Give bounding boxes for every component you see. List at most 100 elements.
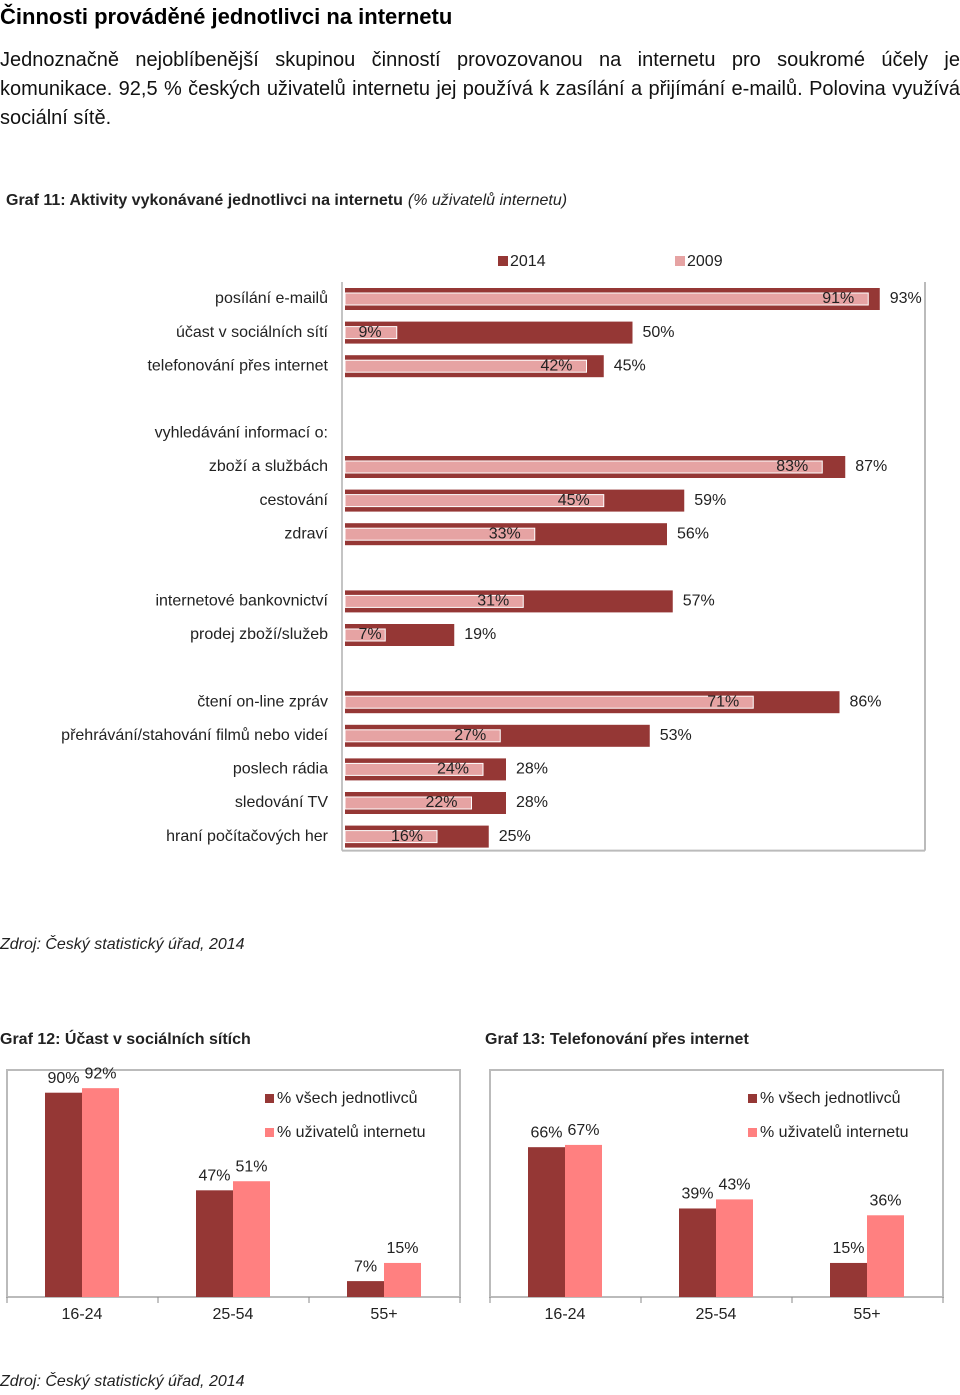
bar (345, 321, 633, 344)
value-label: 50% (643, 324, 675, 341)
value-label: 28% (516, 761, 548, 778)
legend-swatch (748, 1128, 757, 1137)
legend-swatch (675, 256, 685, 266)
bar (347, 1281, 384, 1297)
legend-label: % uživatelů internetu (277, 1123, 426, 1141)
title: Graf 11: Aktivity vykonávané jednotlivci… (6, 192, 403, 209)
value-label: 39% (681, 1186, 713, 1203)
source: Zdroj: Český statistický úřad, 2014 (0, 1371, 245, 1390)
legend-label: 2009 (687, 253, 723, 270)
value-label: 42% (540, 357, 572, 374)
category-label: internetové bankovnictví (155, 593, 328, 610)
category-label: 16-24 (62, 1306, 103, 1323)
category-label: telefonování přes internet (147, 357, 328, 374)
value-label: 24% (437, 761, 469, 778)
category-label: prodej zboží/služeb (190, 626, 328, 643)
value-label: 92% (84, 1065, 116, 1082)
category-label: 25-54 (213, 1306, 254, 1323)
bar (344, 762, 484, 776)
value-label: 9% (358, 324, 381, 341)
chart-title: Graf 13: Telefonování přes internet (485, 1031, 749, 1048)
bar (344, 326, 398, 340)
bar (344, 729, 501, 743)
bar (344, 527, 536, 541)
value-label: 83% (776, 458, 808, 475)
bar (384, 1262, 421, 1297)
bar (344, 628, 386, 642)
bar (344, 830, 438, 844)
paragraph: Jednoznačně nejoblíbenější skupinou činn… (0, 49, 960, 129)
value-label: 15% (386, 1240, 418, 1257)
bar (344, 594, 524, 608)
legend-swatch (265, 1094, 274, 1103)
heading: Činnosti prováděné jednotlivci na intern… (0, 4, 453, 29)
bar (344, 796, 472, 810)
value-label: 47% (198, 1168, 230, 1185)
chart-title: Graf 12: Účast v sociálních sítích (0, 1029, 251, 1048)
category-label: zdraví (284, 525, 328, 542)
category-label: vyhledávání informací o: (155, 425, 328, 442)
subtitle: (% uživatelů internetu) (408, 191, 567, 209)
legend-label: % všech jednotlivců (760, 1089, 901, 1107)
value-label: 7% (354, 1258, 377, 1275)
legend-label: % uživatelů internetu (760, 1123, 909, 1141)
bar (565, 1144, 602, 1297)
legend-label: % všech jednotlivců (277, 1089, 418, 1107)
category-label: sledování TV (235, 794, 328, 811)
bar (528, 1147, 565, 1297)
legend-label: 2014 (510, 253, 546, 270)
category-label: účast v sociálních sítí (176, 324, 329, 341)
category-label: cestování (260, 492, 329, 509)
category-label: 55+ (370, 1306, 397, 1323)
value-label: 67% (567, 1122, 599, 1139)
bar (867, 1215, 904, 1297)
value-label: 66% (530, 1124, 562, 1141)
category-label: poslech rádia (233, 761, 328, 778)
value-label: 31% (477, 593, 509, 610)
bar (344, 460, 823, 474)
value-label: 43% (718, 1177, 750, 1194)
value-label: 7% (358, 626, 381, 643)
category-label: 55+ (853, 1306, 880, 1323)
bar (344, 695, 754, 709)
value-label: 51% (235, 1158, 267, 1175)
bar (830, 1262, 867, 1297)
bar (679, 1208, 716, 1297)
bar (344, 292, 869, 306)
bar (233, 1181, 270, 1297)
value-label: 45% (558, 492, 590, 509)
value-label: 93% (890, 290, 922, 307)
legend-swatch (748, 1094, 757, 1103)
value-label: 87% (855, 458, 887, 475)
category-label: 16-24 (545, 1306, 586, 1323)
value-label: 71% (707, 693, 739, 710)
bar (344, 359, 587, 373)
value-label: 57% (683, 593, 715, 610)
category-label: posílání e-mailů (215, 289, 328, 307)
value-label: 28% (516, 794, 548, 811)
chart-title: Graf 11: Aktivity vykonávané jednotlivci… (6, 191, 567, 209)
value-label: 86% (850, 693, 882, 710)
value-label: 59% (694, 492, 726, 509)
value-label: 19% (464, 626, 496, 643)
category-label: přehrávání/stahování filmů nebo videí (61, 726, 328, 744)
bar (716, 1199, 753, 1297)
legend-swatch (265, 1128, 274, 1137)
value-label: 27% (454, 727, 486, 744)
value-label: 53% (660, 727, 692, 744)
category-label: čtení on-line zpráv (197, 693, 328, 710)
value-label: 56% (677, 525, 709, 542)
value-label: 90% (47, 1070, 79, 1087)
value-label: 25% (499, 828, 531, 845)
bar (344, 494, 605, 508)
category-label: hraní počítačových her (166, 828, 329, 845)
value-label: 15% (832, 1240, 864, 1257)
value-label: 45% (614, 357, 646, 374)
value-label: 91% (822, 290, 854, 307)
value-label: 22% (425, 794, 457, 811)
legend-swatch (498, 256, 508, 266)
value-label: 16% (391, 828, 423, 845)
bar (196, 1190, 233, 1297)
